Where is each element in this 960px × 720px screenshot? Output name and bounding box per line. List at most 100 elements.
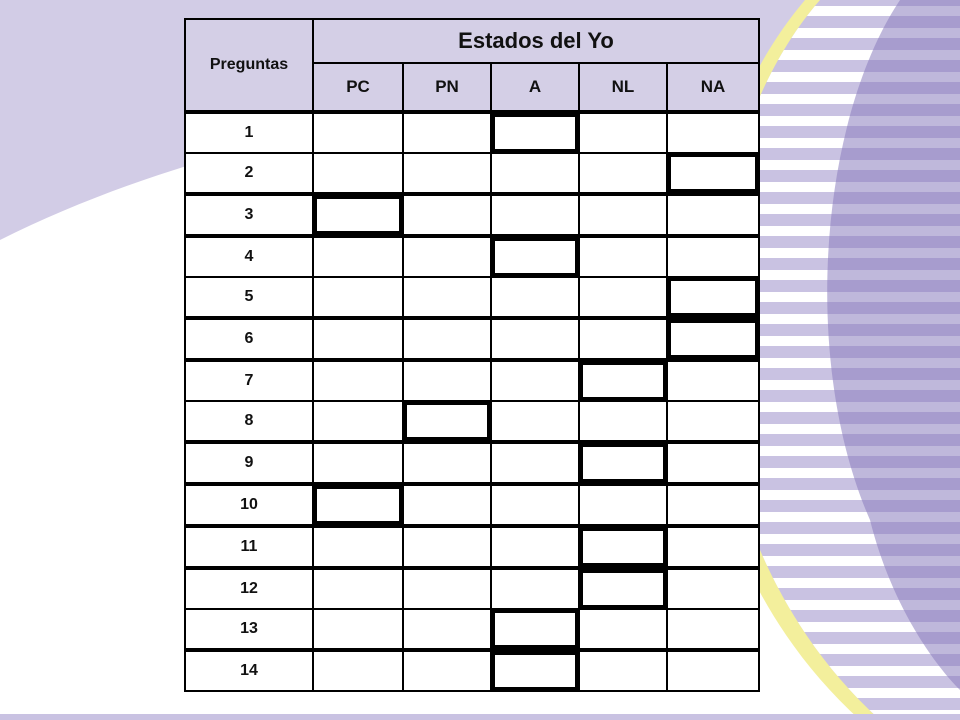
answer-cell[interactable]	[402, 194, 492, 236]
question-number: 8	[184, 400, 314, 442]
answer-cell[interactable]	[578, 318, 668, 360]
column-header-pc: PC	[312, 62, 404, 112]
answer-cell[interactable]	[490, 526, 580, 568]
answer-cell[interactable]	[666, 484, 760, 526]
question-number: 2	[184, 152, 314, 194]
answer-cell[interactable]	[402, 608, 492, 650]
row-header-cell: Preguntas	[184, 18, 314, 112]
answer-cell-marked[interactable]	[666, 276, 760, 318]
answer-cell[interactable]	[490, 400, 580, 442]
stripe	[714, 468, 960, 478]
group-header-cell: Estados del Yo	[312, 18, 760, 64]
stripe	[714, 578, 960, 588]
answer-cell-marked[interactable]	[402, 400, 492, 442]
answer-cell[interactable]	[402, 318, 492, 360]
answer-cell[interactable]	[490, 484, 580, 526]
answer-cell[interactable]	[666, 236, 760, 278]
answer-cell[interactable]	[578, 400, 668, 442]
stripe	[714, 6, 960, 16]
answer-cell-marked[interactable]	[490, 608, 580, 650]
preguntas-label: Preguntas	[209, 56, 289, 73]
question-number: 5	[184, 276, 314, 318]
answer-cell[interactable]	[578, 112, 668, 154]
answer-cell-marked[interactable]	[578, 568, 668, 610]
answer-cell[interactable]	[402, 568, 492, 610]
answer-cell-marked[interactable]	[666, 152, 760, 194]
question-number: 4	[184, 236, 314, 278]
answer-cell[interactable]	[666, 442, 760, 484]
answer-cell[interactable]	[402, 442, 492, 484]
answer-cell[interactable]	[312, 236, 404, 278]
answer-cell[interactable]	[578, 236, 668, 278]
answer-cell[interactable]	[490, 318, 580, 360]
answer-cell[interactable]	[578, 484, 668, 526]
answer-cell[interactable]	[402, 276, 492, 318]
answer-cell[interactable]	[312, 112, 404, 154]
question-number: 9	[184, 442, 314, 484]
stripe	[714, 160, 960, 170]
answer-cell[interactable]	[312, 608, 404, 650]
answer-cell-marked[interactable]	[312, 484, 404, 526]
column-header-pn: PN	[402, 62, 492, 112]
answer-cell[interactable]	[402, 236, 492, 278]
question-number: 3	[184, 194, 314, 236]
answer-cell[interactable]	[666, 526, 760, 568]
answer-cell[interactable]	[402, 484, 492, 526]
answer-cell[interactable]	[402, 360, 492, 402]
right-arc-purple	[827, 0, 960, 690]
stripe	[714, 556, 960, 566]
column-header-a: A	[490, 62, 580, 112]
answer-cell[interactable]	[312, 152, 404, 194]
answer-cell[interactable]	[666, 360, 760, 402]
answer-cell[interactable]	[402, 650, 492, 692]
question-number: 12	[184, 568, 314, 610]
answer-cell[interactable]	[490, 442, 580, 484]
answer-cell-marked[interactable]	[490, 650, 580, 692]
answer-cell[interactable]	[666, 400, 760, 442]
answer-cell[interactable]	[666, 568, 760, 610]
answer-cell[interactable]	[490, 194, 580, 236]
answer-cell[interactable]	[312, 650, 404, 692]
stripe	[714, 72, 960, 82]
answer-cell[interactable]	[402, 152, 492, 194]
question-number: 14	[184, 650, 314, 692]
answer-cell[interactable]	[312, 318, 404, 360]
answer-cell[interactable]	[312, 568, 404, 610]
answer-cell[interactable]	[490, 152, 580, 194]
answer-cell-marked[interactable]	[578, 360, 668, 402]
answer-cell[interactable]	[312, 400, 404, 442]
answer-cell-marked[interactable]	[578, 442, 668, 484]
answer-cell-marked[interactable]	[490, 236, 580, 278]
answer-cell[interactable]	[666, 608, 760, 650]
answer-cell[interactable]	[490, 360, 580, 402]
answer-cell[interactable]	[578, 152, 668, 194]
stripe	[714, 94, 960, 104]
answer-cell[interactable]	[578, 608, 668, 650]
answer-cell[interactable]	[578, 650, 668, 692]
answer-cell[interactable]	[312, 276, 404, 318]
answer-cell[interactable]	[312, 360, 404, 402]
stripe	[714, 490, 960, 500]
question-number: 6	[184, 318, 314, 360]
answer-cell[interactable]	[312, 442, 404, 484]
stripe	[714, 446, 960, 456]
answer-cell[interactable]	[578, 194, 668, 236]
answer-cell-marked[interactable]	[312, 194, 404, 236]
answer-cell[interactable]	[578, 276, 668, 318]
answer-cell[interactable]	[490, 276, 580, 318]
answer-cell[interactable]	[402, 112, 492, 154]
answer-cell[interactable]	[312, 526, 404, 568]
answer-cell[interactable]	[402, 526, 492, 568]
answer-cell-marked[interactable]	[666, 318, 760, 360]
answer-cell[interactable]	[666, 112, 760, 154]
answer-cell-marked[interactable]	[490, 112, 580, 154]
question-number: 1	[184, 112, 314, 154]
answer-cell[interactable]	[666, 194, 760, 236]
answer-cell[interactable]	[666, 650, 760, 692]
stripe	[714, 50, 960, 60]
answer-cell[interactable]	[490, 568, 580, 610]
bottom-edge	[0, 714, 960, 720]
estados-del-yo-label: Estados del Yo	[458, 28, 614, 53]
stripe	[714, 666, 960, 676]
answer-cell-marked[interactable]	[578, 526, 668, 568]
